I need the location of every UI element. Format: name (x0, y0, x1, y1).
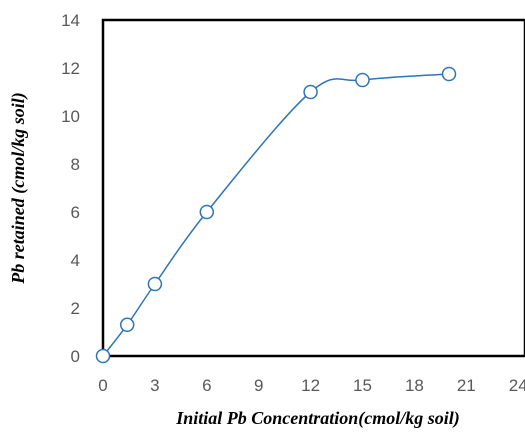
y-tick-label: 8 (71, 155, 80, 174)
data-point (303, 84, 318, 100)
y-tick-label: 4 (71, 251, 80, 270)
x-tick-label: 0 (98, 376, 107, 395)
y-axis-title: Pb retained (cmol/kg soil) (8, 92, 29, 284)
x-tick-labels: 0 3 6 9 12 15 18 21 24 (98, 376, 525, 395)
x-tick-label: 9 (254, 376, 263, 395)
y-tick-label: 12 (61, 59, 80, 78)
plot-frame (101, 18, 525, 358)
x-tick-label: 15 (353, 376, 372, 395)
x-tick-label: 6 (202, 376, 211, 395)
x-tick-label: 12 (301, 376, 320, 395)
data-point (441, 66, 457, 82)
x-tick-label: 24 (509, 376, 525, 395)
data-point (355, 72, 370, 88)
y-tick-label: 10 (61, 107, 80, 126)
y-tick-label: 2 (71, 299, 80, 318)
x-tick-label: 3 (150, 376, 159, 395)
x-tick-label: 21 (457, 376, 476, 395)
y-tick-labels: 0 2 4 6 8 10 12 14 (61, 11, 80, 366)
y-tick-label: 6 (71, 203, 80, 222)
data-point (119, 317, 135, 333)
data-point (95, 348, 111, 364)
x-tick-label: 18 (405, 376, 424, 395)
data-points (95, 66, 457, 364)
series-line (102, 73, 450, 357)
y-tick-label: 14 (61, 11, 80, 30)
data-point (199, 204, 215, 220)
x-axis-title: Initial Pb Concentration(cmol/kg soil) (175, 408, 460, 429)
y-tick-label: 0 (71, 347, 80, 366)
data-point (147, 276, 163, 292)
